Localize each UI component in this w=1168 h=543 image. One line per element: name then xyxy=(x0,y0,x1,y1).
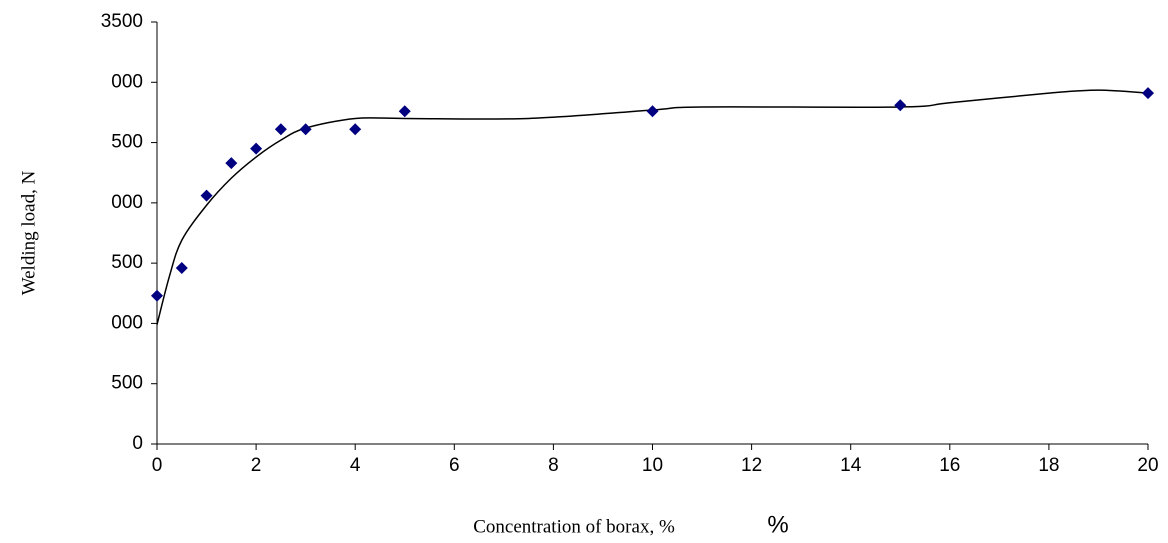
point xyxy=(349,123,362,136)
point xyxy=(151,289,163,302)
x-tick-label: 2 xyxy=(251,455,262,476)
x-axis-unit: % xyxy=(767,511,788,538)
point xyxy=(200,189,213,202)
x-tick-label: 4 xyxy=(350,455,361,476)
point xyxy=(299,123,312,136)
x-tick-label: 20 xyxy=(1137,455,1158,476)
point xyxy=(225,157,238,170)
point xyxy=(646,105,659,118)
y-tick-label: 500 xyxy=(111,373,143,394)
point xyxy=(398,105,411,118)
point xyxy=(250,142,263,155)
point xyxy=(274,123,287,136)
y-tick-label: 0 xyxy=(132,433,143,454)
y-tick-label: 500 xyxy=(111,132,143,153)
point xyxy=(175,261,188,274)
x-tick-label: 18 xyxy=(1038,455,1059,476)
x-tick-label: 10 xyxy=(642,455,663,476)
x-tick-label: 12 xyxy=(741,455,762,476)
x-tick-label: 14 xyxy=(840,455,862,476)
trend-line xyxy=(156,89,1149,325)
y-tick-label: 000 xyxy=(111,192,143,213)
point xyxy=(1142,87,1154,100)
y-tick-label: 000 xyxy=(111,71,143,92)
x-tick-label: 16 xyxy=(939,455,960,476)
y-tick-label: 3500 xyxy=(101,11,143,32)
x-tick-label: 8 xyxy=(548,455,559,476)
x-tick-label: 0 xyxy=(152,455,163,476)
x-tick-label: 6 xyxy=(449,455,460,476)
y-axis-title: Welding load, N xyxy=(18,170,39,295)
point xyxy=(894,99,907,112)
y-tick-label: 500 xyxy=(111,252,143,273)
y-tick-label: 000 xyxy=(111,312,143,333)
x-axis-title: Concentration of borax, % xyxy=(473,516,675,537)
